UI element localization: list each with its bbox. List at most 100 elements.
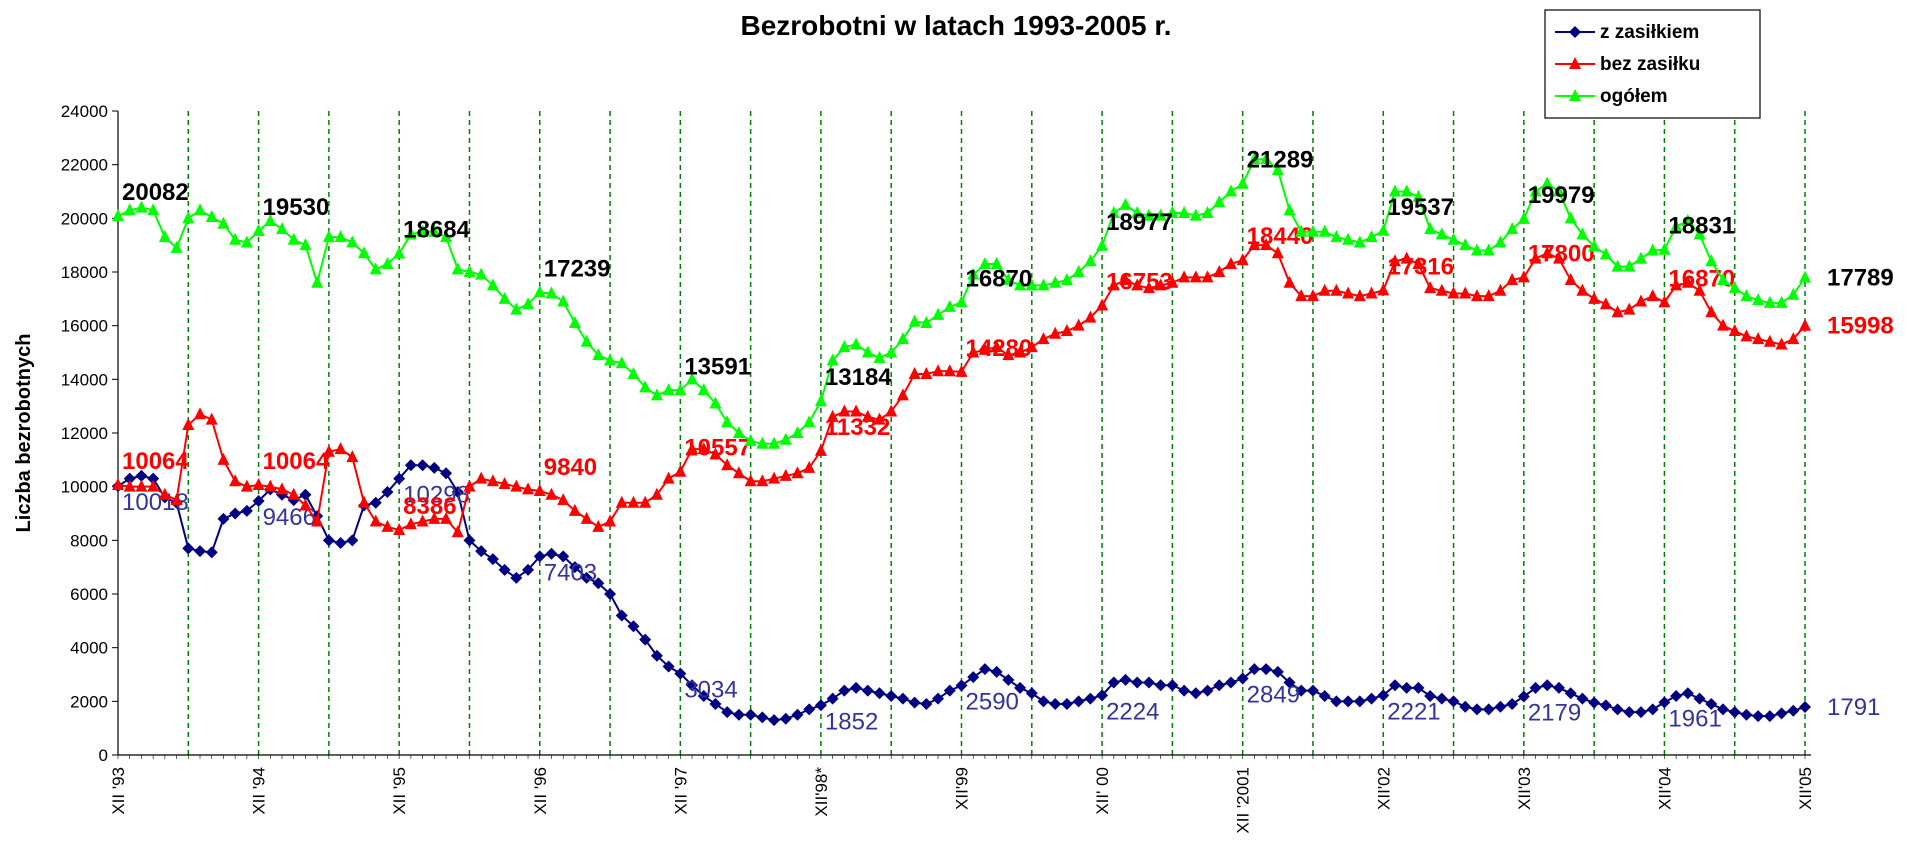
data-label: 10064 <box>122 448 189 475</box>
data-label: 16753 <box>1106 268 1173 295</box>
triangle-marker <box>1775 295 1788 308</box>
diamond-marker <box>1775 707 1788 720</box>
triangle-marker <box>1482 289 1495 302</box>
triangle-marker <box>322 230 335 243</box>
triangle-marker <box>756 474 769 487</box>
diamond-marker <box>1260 663 1273 676</box>
triangle-marker <box>650 487 663 500</box>
triangle-marker <box>697 442 710 455</box>
triangle-marker <box>1435 283 1448 296</box>
triangle-marker <box>240 235 253 248</box>
triangle-marker <box>686 442 699 455</box>
triangle-marker <box>404 517 417 530</box>
triangle-marker <box>1576 283 1589 296</box>
diamond-marker <box>1318 689 1331 702</box>
triangle-marker <box>1775 337 1788 350</box>
data-label: 11332 <box>825 414 890 441</box>
triangle-marker <box>416 224 429 237</box>
triangle-marker <box>1283 203 1296 216</box>
triangle-marker <box>674 464 687 477</box>
triangle-marker <box>732 466 745 479</box>
data-label: 17800 <box>1528 240 1595 267</box>
data-label: 17239 <box>544 255 611 282</box>
triangle-marker <box>791 426 804 438</box>
triangle-marker <box>486 474 499 487</box>
triangle-marker <box>697 383 710 396</box>
triangle-marker <box>1529 251 1542 264</box>
triangle-marker <box>510 302 523 315</box>
triangle-marker <box>346 235 359 248</box>
triangle-marker <box>1634 294 1647 307</box>
triangle-marker <box>1342 232 1355 245</box>
diamond-marker <box>932 692 945 705</box>
data-label: 1852 <box>825 708 878 735</box>
triangle-marker <box>1552 251 1565 264</box>
diamond-marker <box>662 660 675 673</box>
diamond-marker <box>1564 687 1577 700</box>
triangle-marker <box>1728 324 1741 337</box>
triangle-marker <box>393 246 406 259</box>
triangle-marker <box>768 471 781 484</box>
triangle-marker <box>158 230 171 243</box>
triangle-marker <box>334 442 347 455</box>
diamond-marker <box>580 571 593 584</box>
diamond-marker <box>721 706 734 719</box>
y-tick-label: 12000 <box>61 424 108 443</box>
triangle-marker <box>1330 230 1343 243</box>
triangle-marker <box>1541 246 1554 259</box>
data-label: 18831 <box>1668 213 1735 240</box>
triangle-marker <box>1459 238 1472 251</box>
triangle-marker <box>1623 259 1636 272</box>
diamond-marker <box>756 711 769 724</box>
triangle-marker <box>1752 293 1765 306</box>
diamond-marker <box>1353 695 1366 708</box>
triangle-marker <box>604 353 617 366</box>
x-tick-label: XII '93 <box>109 767 128 815</box>
diamond-marker <box>967 671 980 684</box>
diamond-marker <box>978 663 991 676</box>
diamond-marker <box>533 550 546 563</box>
diamond-marker <box>1189 687 1202 700</box>
triangle-marker <box>955 364 968 377</box>
triangle-marker <box>850 337 863 350</box>
triangle-marker <box>1201 270 1214 283</box>
diamond-marker <box>1541 679 1554 692</box>
triangle-marker <box>1670 278 1683 291</box>
diamond-marker <box>615 609 628 622</box>
data-label: 8386 <box>403 493 456 520</box>
triangle-marker <box>334 230 347 243</box>
triangle-marker <box>1569 89 1581 101</box>
triangle-marker <box>1705 254 1718 267</box>
diamond-marker <box>1131 676 1144 689</box>
triangle-marker <box>615 495 628 508</box>
triangle-marker <box>990 340 1003 353</box>
diamond-marker <box>1002 673 1015 686</box>
x-tick-label: XII'04 <box>1655 767 1674 810</box>
diamond-marker <box>1634 706 1647 719</box>
triangle-marker <box>1470 243 1483 256</box>
triangle-marker <box>861 409 874 422</box>
diamond-marker <box>1494 700 1507 713</box>
triangle-marker <box>932 364 945 377</box>
diamond-marker <box>147 472 160 485</box>
triangle-marker <box>1365 230 1378 243</box>
triangle-marker <box>885 404 898 417</box>
data-label: 16870 <box>966 265 1033 292</box>
triangle-marker <box>498 291 511 304</box>
triangle-marker <box>1049 275 1062 288</box>
triangle-marker <box>814 443 827 456</box>
triangle-marker <box>299 498 312 511</box>
triangle-marker <box>158 487 171 500</box>
triangle-marker <box>568 315 581 328</box>
triangle-marker <box>967 345 980 358</box>
triangle-marker <box>1084 310 1097 323</box>
diamond-marker <box>885 689 898 702</box>
triangle-marker <box>1693 283 1706 296</box>
data-label: 10557 <box>684 435 751 462</box>
diamond-marker <box>346 534 359 547</box>
diamond-marker <box>1178 684 1191 697</box>
triangle-marker <box>404 227 417 240</box>
triangle-marker <box>1424 281 1437 294</box>
